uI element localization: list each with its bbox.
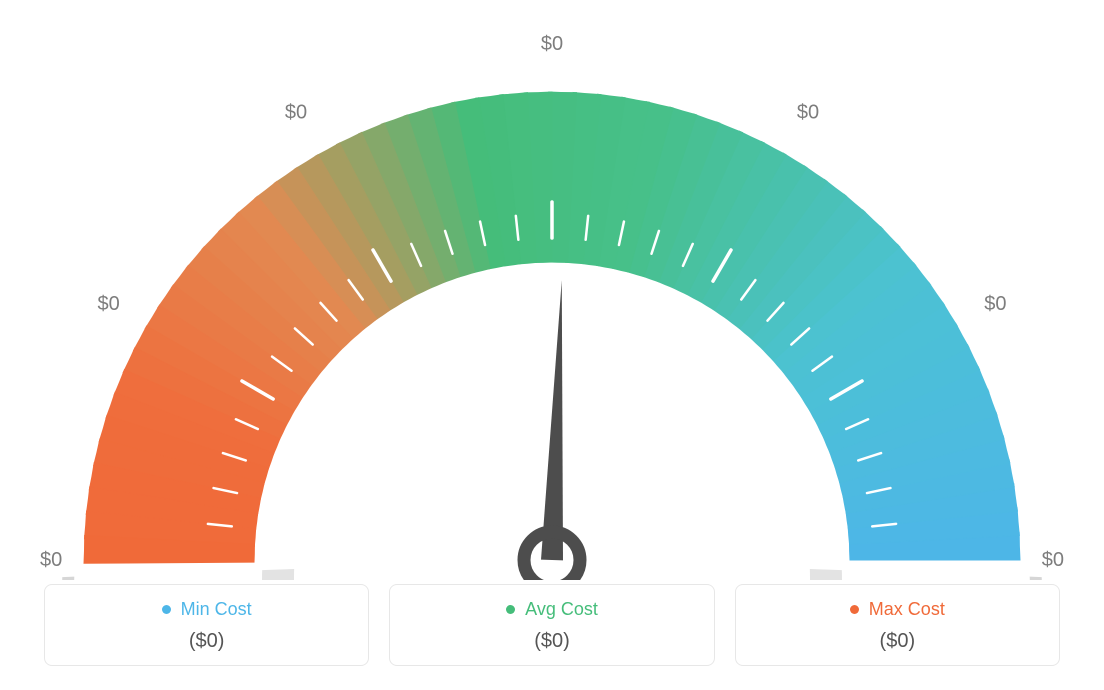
legend-label-avg: Avg Cost [506,599,598,620]
gauge-scale-label: $0 [797,102,819,124]
legend-card-avg: Avg Cost ($0) [389,584,714,666]
legend-text-avg: Avg Cost [525,599,598,620]
gauge-scale-label: $0 [984,293,1006,315]
gauge-scale-label: $0 [97,293,119,315]
legend-dot-max [850,605,859,614]
legend-dot-min [162,605,171,614]
legend-text-max: Max Cost [869,599,945,620]
gauge-scale-label: $0 [541,33,563,55]
gauge-scale-label: $0 [40,549,62,571]
legend-value-min: ($0) [55,630,358,653]
gauge-chart: $0 $0 $0 $0 $0 $0 $0 [32,20,1072,580]
legend-dot-avg [506,605,515,614]
chart-container: $0 $0 $0 $0 $0 $0 $0 Min Cost ($0) Avg Cost ($… [0,0,1104,690]
gauge-scale-label: $0 [1042,549,1064,571]
legend-value-max: ($0) [746,630,1049,653]
legend-row: Min Cost ($0) Avg Cost ($0) Max Cost ($0… [0,584,1104,690]
legend-text-min: Min Cost [181,599,252,620]
gauge-needle [541,280,563,560]
legend-value-avg: ($0) [400,630,703,653]
gauge-scale-label: $0 [285,102,307,124]
legend-label-min: Min Cost [162,599,252,620]
gauge-svg: $0 $0 $0 $0 $0 $0 $0 [32,20,1072,580]
legend-card-min: Min Cost ($0) [44,584,369,666]
legend-card-max: Max Cost ($0) [735,584,1060,666]
legend-label-max: Max Cost [850,599,945,620]
